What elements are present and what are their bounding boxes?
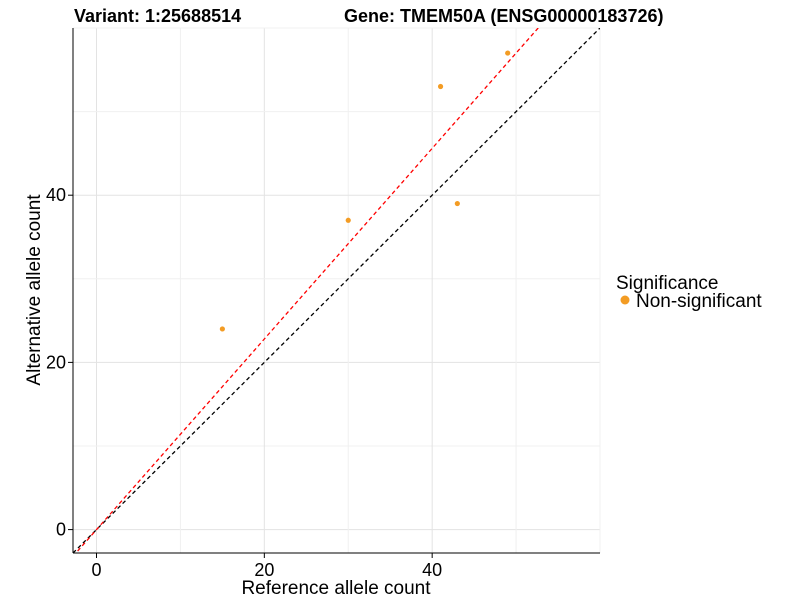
- chart-title-left: Variant: 1:25688514: [74, 6, 241, 26]
- data-points: [219, 50, 511, 332]
- gridlines: [73, 27, 601, 553]
- x-tick-label: 40: [422, 560, 442, 580]
- data-point: [454, 200, 460, 207]
- data-point: [437, 83, 444, 90]
- data-point: [345, 217, 351, 223]
- x-tick-label: 0: [91, 560, 101, 580]
- legend: Significance Non-significant: [616, 273, 762, 312]
- y-tick-label: 20: [46, 352, 66, 372]
- x-axis-title: Reference allele count: [241, 578, 431, 599]
- reference-line-1: [73, 28, 600, 553]
- x-tick-label: 20: [254, 560, 274, 580]
- reference-lines: [73, 28, 600, 553]
- y-tick-label: 0: [56, 520, 66, 540]
- y-tick-label: 40: [46, 185, 66, 205]
- chart-title-right: Gene: TMEM50A (ENSG00000183726): [344, 6, 663, 26]
- y-axis-title: Alternative allele count: [24, 194, 45, 386]
- reference-line-2: [75, 28, 540, 553]
- legend-key-non-significant: [620, 295, 630, 305]
- legend-title: Significance: [616, 273, 718, 294]
- data-point: [505, 50, 511, 56]
- data-point: [219, 326, 225, 332]
- legend-label-non-significant: Non-significant: [636, 291, 762, 312]
- axis-ticks: 0 20 40 0 20 40: [46, 185, 442, 580]
